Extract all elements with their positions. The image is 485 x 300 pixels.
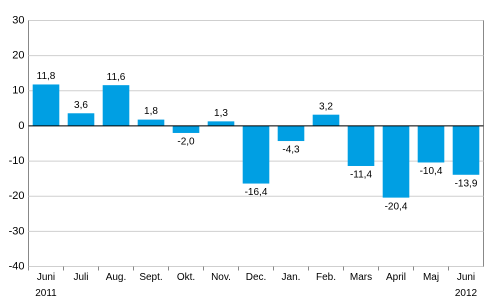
x-tick-label: Juli	[73, 272, 88, 283]
value-label: -2,0	[177, 137, 195, 148]
bar	[207, 121, 235, 126]
value-label: -11,4	[350, 170, 372, 181]
x-tick-label: Okt.	[177, 272, 195, 283]
y-tick-label: 0	[18, 120, 24, 132]
bar	[347, 125, 375, 166]
value-label: -20,4	[385, 201, 408, 212]
x-tick-label: Aug.	[106, 272, 127, 283]
x-tick-label: Juni	[457, 272, 475, 283]
y-tick-label: 20	[12, 50, 24, 62]
x-sublabel: 2012	[455, 288, 478, 299]
bar	[452, 125, 480, 175]
value-label: 1,8	[144, 106, 158, 117]
x-tick-label: Feb.	[316, 272, 336, 283]
x-tick-label: April	[386, 272, 406, 283]
y-tick-label: -40	[9, 260, 25, 272]
value-label: -10,4	[420, 166, 443, 177]
value-label: 3,2	[319, 101, 333, 112]
y-tick-label: -30	[9, 225, 25, 237]
bar	[32, 84, 60, 126]
value-label: -16,4	[245, 187, 268, 198]
x-tick-label: Jan.	[282, 272, 301, 283]
bar	[417, 125, 445, 163]
bar	[382, 125, 410, 198]
x-tick-label: Nov.	[211, 272, 231, 283]
x-tick-label: Juni	[37, 272, 55, 283]
value-label: 11,8	[37, 71, 56, 82]
bar	[137, 119, 165, 126]
value-label: 1,3	[214, 108, 228, 119]
x-tick-label: Dec.	[246, 272, 267, 283]
value-label: 3,6	[74, 100, 88, 111]
x-tick-label: Sept.	[139, 272, 162, 283]
value-label: -13,9	[455, 178, 478, 189]
y-tick-label: 30	[12, 14, 24, 26]
bar	[312, 114, 340, 126]
value-label: -4,3	[282, 145, 300, 156]
y-tick-label: -10	[9, 155, 25, 167]
bar	[172, 125, 200, 133]
x-sublabel: 2011	[35, 288, 57, 299]
bar	[242, 125, 270, 184]
y-tick-label: 10	[12, 85, 24, 97]
bar	[277, 125, 305, 142]
y-tick-label: -20	[9, 190, 25, 202]
x-tick-label: Mars	[350, 272, 372, 283]
bar	[67, 113, 95, 126]
x-tick-label: Maj	[423, 272, 439, 283]
value-label: 11,6	[107, 72, 126, 83]
bar	[102, 85, 130, 126]
